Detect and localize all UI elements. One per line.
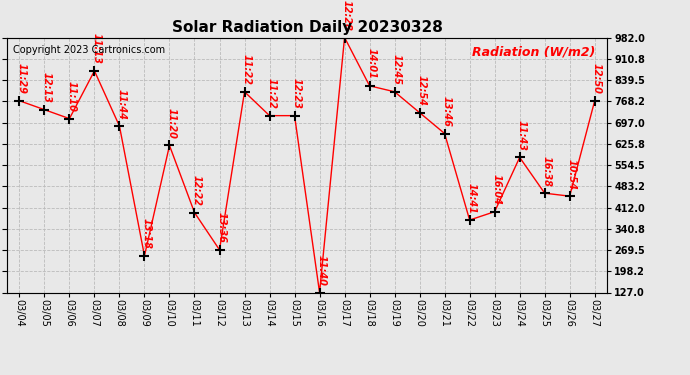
Text: 11:10: 11:10 xyxy=(66,81,77,112)
Text: 11:43: 11:43 xyxy=(517,120,526,151)
Text: 13:36: 13:36 xyxy=(217,212,226,243)
Text: 13:46: 13:46 xyxy=(442,96,452,127)
Text: 10:54: 10:54 xyxy=(566,159,577,190)
Text: Radiation (W/m2): Radiation (W/m2) xyxy=(472,45,595,58)
Text: 14:01: 14:01 xyxy=(366,48,377,79)
Title: Solar Radiation Daily 20230328: Solar Radiation Daily 20230328 xyxy=(172,20,442,35)
Text: 16:38: 16:38 xyxy=(542,156,552,187)
Text: 12:45: 12:45 xyxy=(392,54,402,85)
Text: 11:13: 11:13 xyxy=(92,33,101,64)
Text: 12:28: 12:28 xyxy=(342,0,352,31)
Text: 12:13: 12:13 xyxy=(41,72,52,103)
Text: 11:44: 11:44 xyxy=(117,88,126,120)
Text: 12:50: 12:50 xyxy=(592,63,602,94)
Text: 13:18: 13:18 xyxy=(141,218,152,249)
Text: 11:29: 11:29 xyxy=(17,63,26,94)
Text: 12:23: 12:23 xyxy=(292,78,302,109)
Text: 12:54: 12:54 xyxy=(417,75,426,106)
Text: 11:40: 11:40 xyxy=(317,255,326,286)
Text: 12:22: 12:22 xyxy=(192,175,201,206)
Text: 11:20: 11:20 xyxy=(166,108,177,139)
Text: Copyright 2023 Cartronics.com: Copyright 2023 Cartronics.com xyxy=(13,45,165,55)
Text: 14:41: 14:41 xyxy=(466,183,477,213)
Text: 11:22: 11:22 xyxy=(241,54,252,85)
Text: 16:04: 16:04 xyxy=(492,174,502,205)
Text: 11:22: 11:22 xyxy=(266,78,277,109)
